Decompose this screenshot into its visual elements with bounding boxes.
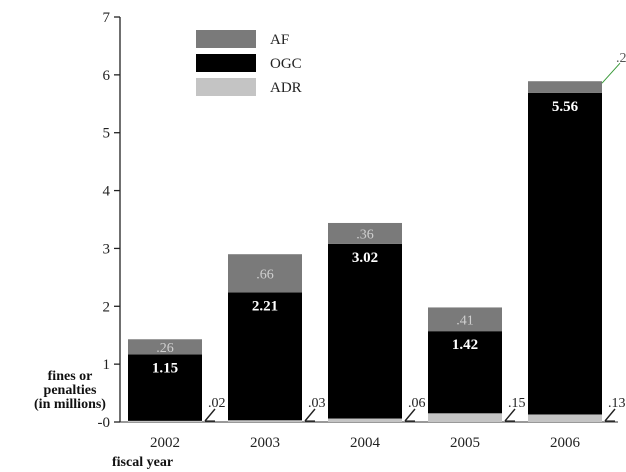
y-axis-label-line: fines or — [48, 369, 93, 384]
bar-adr-2004 — [328, 418, 402, 422]
y-axis-label-line: (in millions) — [34, 397, 106, 412]
bar-adr-2002 — [128, 420, 202, 422]
data-label-adr: .15 — [508, 396, 526, 411]
x-axis-categories: 2002 2003 2004 2005 2006 — [150, 435, 581, 451]
bar-ogc-2006 — [528, 92, 602, 415]
y-tick-label: 1 — [103, 357, 111, 373]
data-label-ogc: 1.42 — [452, 337, 478, 353]
data-labels: 1.15 .26 .02 2.21 .66 .03 3.02 .36 .06 1.42 .41 .15… — [152, 51, 626, 422]
x-category-label: 2003 — [250, 435, 280, 451]
y-tick-label: 3 — [103, 241, 111, 257]
y-tick-label: 2 — [103, 299, 111, 315]
legend-label-ogc: OGC — [270, 56, 302, 72]
x-category-label: 2005 — [450, 435, 480, 451]
bar-af-2006 — [528, 81, 602, 93]
bar-adr-2005 — [428, 413, 502, 422]
legend-label-af: AF — [270, 32, 289, 48]
adr-marker — [504, 408, 516, 422]
data-label-adr: .06 — [408, 396, 426, 411]
y-axis-label-line: penalties — [44, 383, 97, 398]
data-label-adr: .03 — [308, 396, 326, 411]
data-label-ogc: 2.21 — [252, 298, 278, 314]
bar-af-2005 — [428, 307, 502, 332]
bar-adr-2006 — [528, 414, 602, 422]
legend-swatch-af — [196, 30, 256, 48]
y-tick-label: 4 — [103, 184, 111, 200]
data-label-af: .26 — [156, 341, 174, 356]
adr-marker — [404, 408, 416, 422]
data-label-ogc: 3.02 — [352, 250, 378, 266]
bar-ogc-2004 — [328, 243, 402, 419]
data-label-af: .66 — [256, 267, 274, 282]
adr-marker — [204, 408, 216, 422]
y-tick-label: -0 — [98, 415, 111, 431]
bar-ogc-2005 — [428, 331, 502, 414]
leader-line — [601, 62, 621, 84]
x-category-label: 2004 — [350, 435, 381, 451]
bar-ogc-2002 — [128, 354, 202, 421]
data-label-adr: .13 — [608, 396, 626, 411]
bar-af-2004 — [328, 222, 402, 244]
data-label-af: .20 — [616, 51, 626, 66]
x-axis-label: fiscal year — [112, 455, 173, 470]
data-label-adr: .02 — [208, 396, 226, 411]
bar-ogc-2003 — [228, 292, 302, 421]
x-category-label: 2006 — [550, 435, 581, 451]
bar-adr-2003 — [228, 420, 302, 422]
legend-swatch-adr — [196, 78, 256, 96]
data-label-af: .41 — [456, 313, 474, 328]
data-label-af: .36 — [356, 227, 374, 242]
y-tick-label: 7 — [103, 10, 111, 26]
legend-swatch-ogc — [196, 54, 256, 72]
legend-label-adr: ADR — [270, 80, 302, 96]
bars — [128, 81, 602, 422]
x-category-label: 2002 — [150, 435, 180, 451]
adr-marker — [604, 408, 616, 422]
y-tick-label: 6 — [103, 68, 111, 84]
bar-af-2003 — [228, 254, 302, 293]
adr-marker — [304, 408, 316, 422]
data-label-ogc: 1.15 — [152, 360, 178, 376]
y-tick-label: 5 — [103, 126, 111, 142]
legend: AF OGC ADR — [196, 30, 302, 96]
data-label-ogc: 5.56 — [552, 99, 579, 115]
bar-af-2002 — [128, 339, 202, 355]
